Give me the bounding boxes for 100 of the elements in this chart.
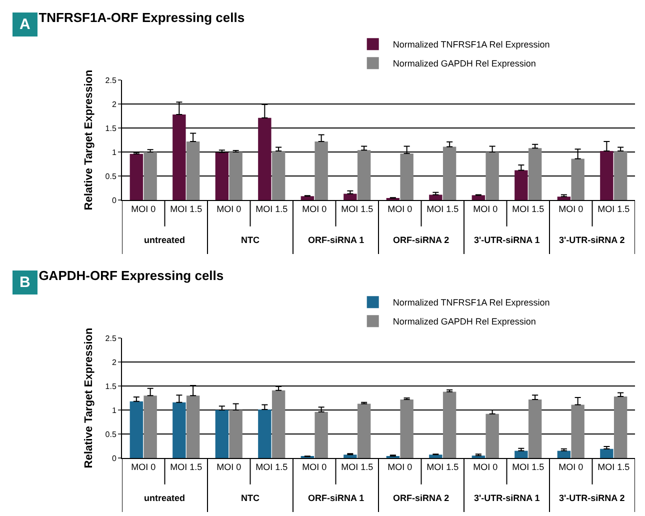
bar — [571, 404, 584, 458]
bar — [300, 196, 314, 200]
y-tick-label: 2.5 — [105, 76, 117, 85]
x-tick-label: MOI 0 — [388, 462, 412, 472]
bar — [215, 410, 229, 458]
text: ORF-siRNA 2 — [393, 493, 450, 503]
x-tick-label: MOI 1.5 — [426, 204, 459, 214]
x-tick-label: MOI 0 — [558, 462, 584, 472]
y-tick-label: 1 — [112, 406, 117, 415]
x-tick-label: MOI 1.5 — [426, 462, 459, 472]
bar — [172, 402, 186, 458]
text: NTC — [241, 235, 260, 245]
x-tick-label: MOI 1.5 — [512, 462, 544, 472]
legend-label: Normalized TNFRSF1A Rel Expression — [392, 40, 550, 50]
bar — [514, 170, 528, 200]
x-tick-label: MOI 0 — [388, 204, 412, 214]
x-tick-label: MOI 0 — [131, 462, 156, 472]
bar — [357, 404, 371, 458]
y-tick-label: 2 — [112, 100, 117, 109]
bar — [557, 450, 571, 458]
text: 3'-UTR-siRNA 2 — [559, 235, 625, 245]
legend-label: Normalized GAPDH Rel Expression — [392, 58, 536, 69]
bar — [486, 414, 499, 458]
bar — [314, 412, 328, 458]
text: B — [20, 274, 30, 291]
bar — [344, 194, 357, 200]
bar — [272, 390, 286, 458]
bar — [229, 152, 242, 200]
text: A — [20, 16, 30, 33]
x-tick-label: MOI 0 — [131, 204, 156, 214]
bar — [557, 196, 571, 200]
bar — [357, 150, 371, 200]
x-tick-label: MOI 0 — [558, 204, 584, 214]
bar — [186, 396, 200, 458]
text: untreated — [144, 235, 186, 245]
x-tick-label: MOI 1.5 — [598, 462, 630, 472]
legend-label: Normalized TNFRSF1A Rel Expression — [392, 298, 550, 308]
bar — [528, 399, 542, 458]
y-tick-label: 0.5 — [105, 172, 117, 181]
bar — [528, 148, 542, 200]
bar — [144, 152, 157, 200]
y-tick-label: 0 — [112, 454, 117, 463]
y-axis-title: Relative Target Expression — [82, 328, 95, 468]
bar — [272, 151, 286, 200]
y-tick-label: 2.5 — [105, 334, 117, 343]
text: ORF-siRNA 1 — [308, 235, 364, 245]
x-tick-label: MOI 1.5 — [341, 204, 374, 214]
bar — [344, 454, 357, 458]
legend-label: Normalized GAPDH Rel Expression — [392, 316, 536, 327]
bar — [172, 114, 186, 200]
x-tick-label: MOI 1.5 — [170, 462, 202, 472]
bar — [314, 141, 328, 200]
x-tick-label: MOI 1.5 — [341, 462, 374, 472]
bar — [600, 448, 614, 458]
text: untreated — [144, 493, 186, 503]
bar — [514, 450, 528, 458]
y-tick-label: 2 — [112, 358, 117, 367]
bar — [486, 152, 499, 200]
bar — [429, 454, 442, 458]
x-tick-label: MOI 1.5 — [256, 462, 288, 472]
bar — [144, 396, 157, 458]
y-tick-label: 1 — [112, 148, 117, 157]
bar — [400, 153, 414, 200]
bar — [600, 151, 614, 200]
text: 3'-UTR-siRNA 1 — [474, 493, 540, 503]
x-tick-label: MOI 1.5 — [256, 204, 288, 214]
bar — [614, 151, 628, 200]
bar — [571, 158, 584, 200]
text: NTC — [241, 493, 260, 503]
text: 3'-UTR-siRNA 2 — [559, 493, 625, 503]
bar — [215, 152, 229, 200]
bar — [614, 396, 628, 458]
x-tick-label: MOI 0 — [473, 204, 498, 214]
x-tick-label: MOI 0 — [216, 204, 242, 214]
bar — [472, 195, 486, 200]
chart-title: TNFRSF1A-ORF Expressing cells — [38, 10, 245, 25]
bar — [258, 118, 272, 200]
y-axis-title: Relative Target Expression — [82, 70, 95, 210]
x-tick-label: MOI 1.5 — [598, 204, 630, 214]
bar — [442, 146, 456, 200]
bar — [229, 410, 242, 458]
bar — [442, 392, 456, 458]
bar — [186, 141, 200, 200]
y-tick-label: 1.5 — [105, 382, 117, 391]
x-tick-label: MOI 0 — [302, 204, 327, 214]
x-tick-label: MOI 1.5 — [170, 204, 202, 214]
bar — [130, 401, 144, 458]
bar — [130, 154, 144, 200]
y-tick-label: 0.5 — [105, 430, 117, 439]
bar — [429, 194, 442, 200]
y-tick-label: 1.5 — [105, 124, 117, 133]
x-tick-label: MOI 0 — [216, 462, 242, 472]
x-tick-label: MOI 0 — [302, 462, 327, 472]
x-tick-label: MOI 1.5 — [512, 204, 544, 214]
text: ORF-siRNA 1 — [308, 493, 364, 503]
y-tick-label: 0 — [112, 196, 117, 205]
bar — [258, 410, 272, 458]
chart-title: GAPDH-ORF Expressing cells — [38, 268, 224, 283]
bar — [400, 399, 414, 458]
x-tick-label: MOI 0 — [473, 462, 498, 472]
